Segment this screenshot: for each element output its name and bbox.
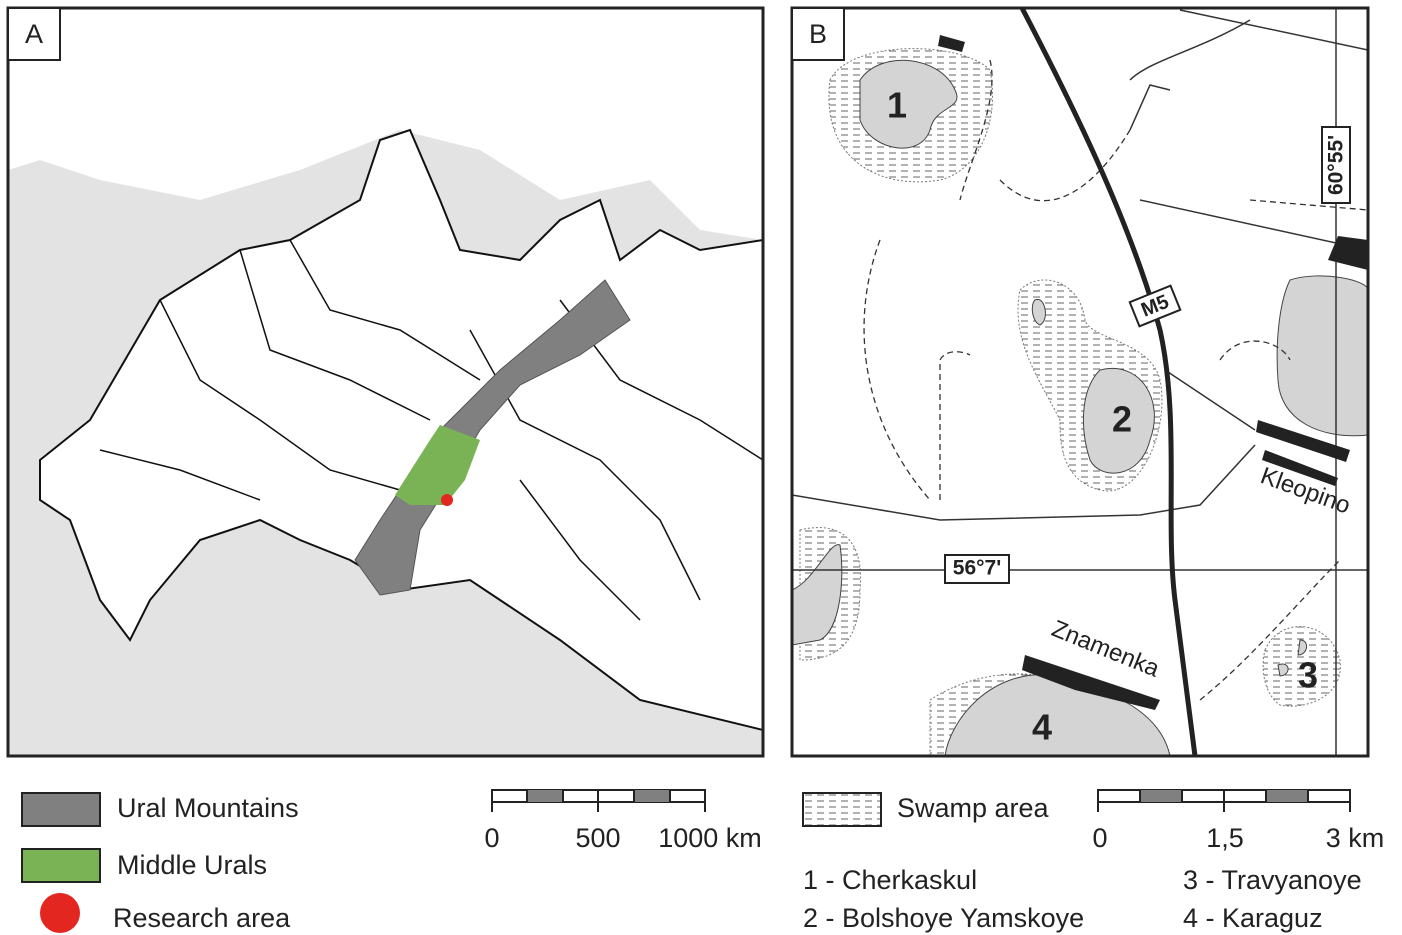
lake-name: 4 - Karaguz: [1183, 903, 1323, 933]
lake-number: 3: [1298, 655, 1318, 696]
coordinate-label: 56°7': [953, 557, 1001, 580]
panel-label: A: [25, 19, 43, 49]
scale-bar: [1098, 790, 1350, 812]
coordinate-label: 60°55': [1325, 135, 1348, 195]
map-a: [8, 8, 763, 756]
legend-label: Ural Mountains: [117, 793, 299, 823]
lake-number: 1: [887, 85, 907, 126]
scale-label: 1000 km: [658, 823, 762, 853]
legend-label: Swamp area: [897, 793, 1050, 823]
scale-label: 0: [484, 823, 499, 853]
legend-swatch: [40, 893, 80, 933]
legend-swatch: [803, 793, 881, 826]
legend-swatch: [22, 849, 100, 882]
scale-label: 500: [575, 823, 620, 853]
lake-name: 2 - Bolshoye Yamskoye: [803, 903, 1084, 933]
scale-label: 3 km: [1326, 823, 1385, 853]
lake-number: 2: [1112, 399, 1132, 440]
scale-label: 0: [1092, 823, 1107, 853]
legend-label: Middle Urals: [117, 850, 267, 880]
lake-name: 3 - Travyanoye: [1183, 865, 1362, 895]
lake-number: 4: [1032, 707, 1052, 748]
legend-label: Research area: [113, 903, 291, 933]
lake-name: 1 - Cherkaskul: [803, 865, 977, 895]
scale-label: 1,5: [1206, 823, 1244, 853]
legend-swatch: [22, 793, 100, 826]
research-dot: [441, 494, 453, 506]
page: {"panel_a": {"label": "A", "legend": {"u…: [0, 0, 1402, 935]
scale-bar: [492, 790, 705, 812]
panel-label: B: [809, 19, 827, 49]
figure: A Ural Mountains Middle Urals Research a…: [0, 0, 1402, 935]
